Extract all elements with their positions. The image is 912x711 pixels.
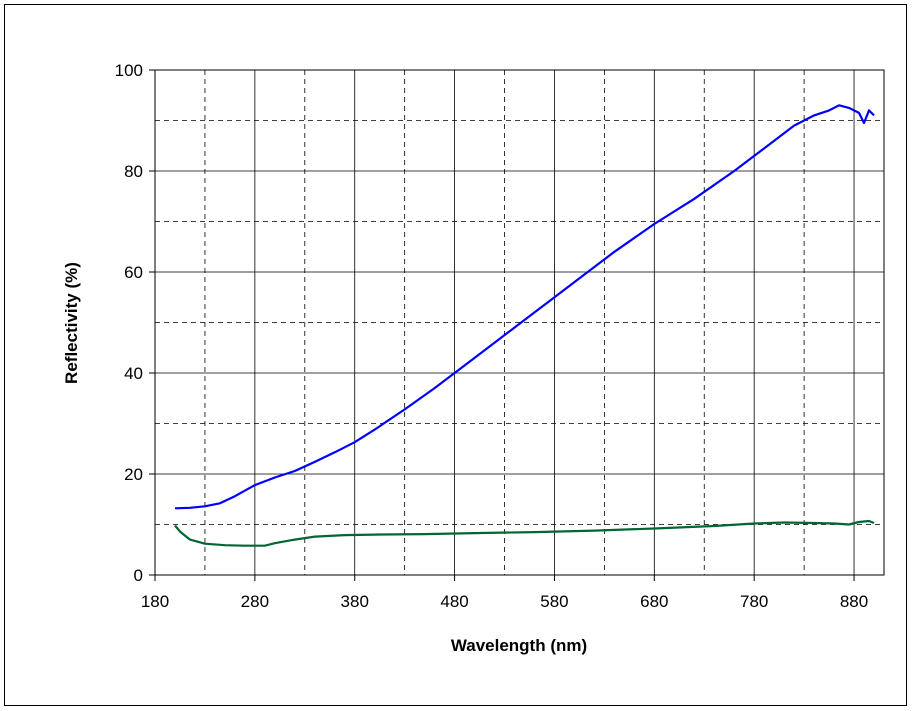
x-tick-label: 280 xyxy=(241,592,269,611)
x-tick-label: 780 xyxy=(740,592,768,611)
y-tick-label: 60 xyxy=(124,263,143,282)
x-tick-label: 380 xyxy=(341,592,369,611)
x-tick-label: 680 xyxy=(640,592,668,611)
y-tick-label: 100 xyxy=(115,61,143,80)
chart-frame: 180 280 380 480 580 680 780 880 0 20 40 60 80 100 Wav… xyxy=(4,4,907,706)
x-tick-label: 480 xyxy=(440,592,468,611)
tick-marks xyxy=(149,69,855,581)
x-axis-title: Wavelength (nm) xyxy=(451,636,587,655)
x-tick-label: 880 xyxy=(840,592,868,611)
y-axis-title: Reflectivity (%) xyxy=(62,262,81,384)
series-line-1 xyxy=(174,104,875,510)
series-lines xyxy=(174,104,875,547)
plot-border xyxy=(154,69,885,576)
y-tick-label: 40 xyxy=(124,364,143,383)
x-tick-label: 580 xyxy=(540,592,568,611)
y-tick-label: 20 xyxy=(124,465,143,484)
minor-gridlines xyxy=(155,70,884,575)
chart-svg: 180 280 380 480 580 680 780 880 0 20 40 60 80 100 Wav… xyxy=(62,61,885,655)
series-line-2 xyxy=(174,519,875,547)
y-tick-label: 80 xyxy=(124,162,143,181)
x-tick-label: 180 xyxy=(141,592,169,611)
y-tick-label: 0 xyxy=(134,566,143,585)
tick-labels: 180 280 380 480 580 680 780 880 0 20 40 60 80 100 xyxy=(115,61,869,611)
